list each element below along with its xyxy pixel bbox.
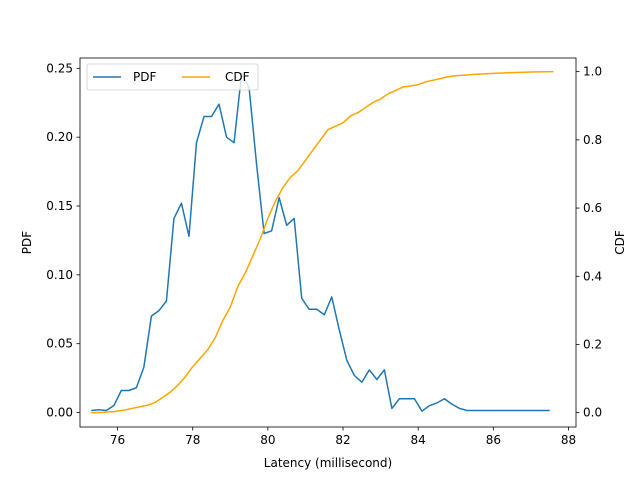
- y-right-tick-label: 0.4: [583, 269, 602, 283]
- series-line-cdf: [91, 70, 554, 414]
- axes: 76 78 80 82 84 86 88 0.00 0.05 0.10 0.15 0.20 0.25 0.…: [46, 57, 602, 447]
- y-left-tick-label: 0.00: [46, 406, 73, 420]
- y-left-tick-label: 0.05: [46, 337, 73, 351]
- y-right-tick-label: 0.8: [583, 133, 602, 147]
- y-axis-left-label: PDF: [20, 231, 34, 254]
- x-tick-label: 76: [110, 433, 125, 447]
- y-left-tick-label: 0.15: [46, 199, 73, 213]
- y-right-tick-label: 0.0: [583, 406, 602, 420]
- x-tick-label: 88: [561, 433, 576, 447]
- x-tick-label: 86: [486, 433, 501, 447]
- legend-label-cdf: CDF: [225, 70, 250, 84]
- x-axis-label: Latency (millisecond): [264, 456, 392, 470]
- x-tick-label: 80: [260, 433, 275, 447]
- legend-box: [86, 63, 259, 91]
- x-tick-label: 78: [185, 433, 200, 447]
- y-right-tick-label: 0.6: [583, 201, 602, 215]
- plot-area: [91, 70, 554, 414]
- plot-frame: [79, 57, 577, 428]
- x-tick-label: 84: [411, 433, 426, 447]
- legend: PDF CDF: [86, 63, 259, 91]
- y-left-tick-label: 0.10: [46, 268, 73, 282]
- y-left-tick-label: 0.20: [46, 130, 73, 144]
- y-right-tick-label: 0.2: [583, 337, 602, 351]
- y-left-tick-label: 0.25: [46, 61, 73, 75]
- legend-label-pdf: PDF: [133, 70, 156, 84]
- series-line-pdf: [91, 73, 550, 412]
- y-axis-right-label: CDF: [613, 230, 627, 255]
- x-tick-label: 82: [335, 433, 350, 447]
- y-right-tick-label: 1.0: [583, 65, 602, 79]
